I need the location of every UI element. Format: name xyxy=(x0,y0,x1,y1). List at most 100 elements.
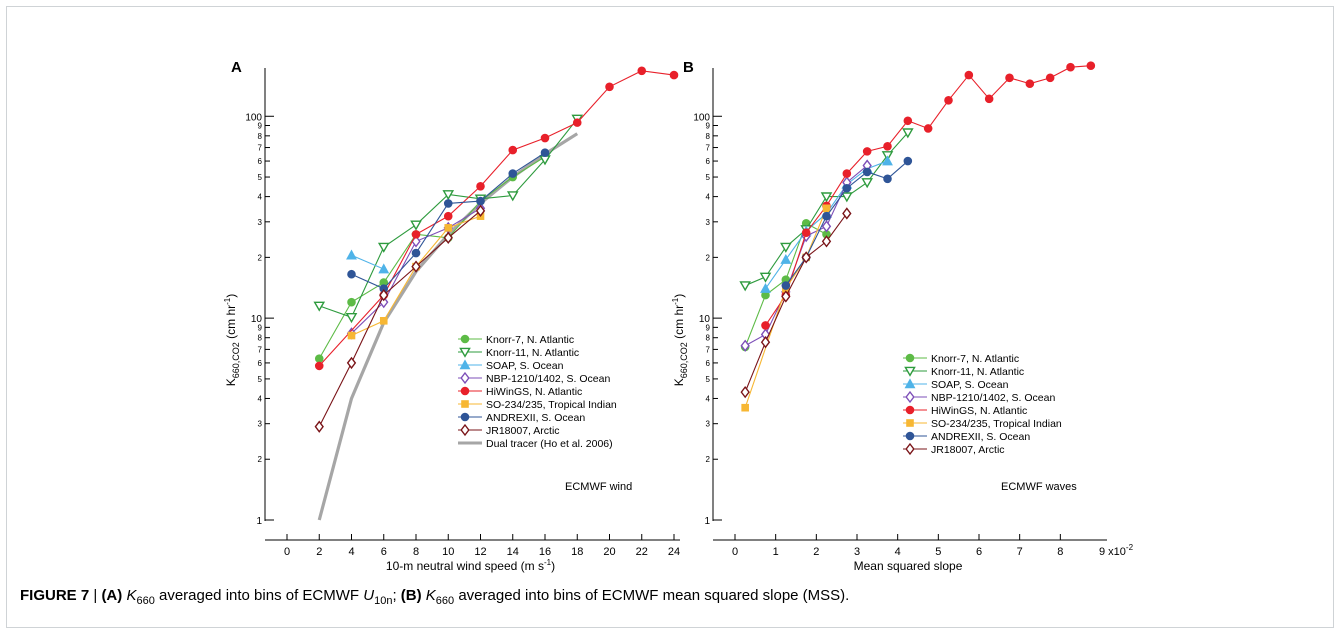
data-point xyxy=(1086,61,1096,71)
data-point xyxy=(903,156,913,166)
data-point xyxy=(1005,73,1014,83)
data-point xyxy=(842,207,852,220)
data-point xyxy=(821,220,832,233)
panel-label-a: A xyxy=(231,59,242,76)
series-line xyxy=(744,213,848,393)
figure-caption: FIGURE 7 | (A) K660 averaged into bins o… xyxy=(20,586,1320,611)
y-tick-label: 7 xyxy=(258,345,263,354)
legend-swatch-marker xyxy=(461,400,469,408)
y-tick-label: 1 xyxy=(256,516,262,527)
legend-label: ANDREXII, S. Ocean xyxy=(931,431,1030,443)
legend-swatch-marker xyxy=(905,353,915,363)
legend-label: JR18007, Arctic xyxy=(931,444,1005,456)
legend-item: HiWinGS, N. Atlantic xyxy=(458,386,582,398)
data-point xyxy=(508,145,518,155)
x-tick-label: 20 xyxy=(603,546,615,558)
legend-swatch-marker xyxy=(905,442,915,456)
legend-label: SOAP, S. Ocean xyxy=(486,360,564,372)
data-point xyxy=(760,336,771,349)
data-point xyxy=(761,321,770,330)
data-point xyxy=(842,183,852,193)
x-tick-label: 14 xyxy=(507,546,519,558)
x-axis-label: Mean squared slope xyxy=(854,559,963,573)
series-line xyxy=(318,70,675,367)
y-tick-label: 3 xyxy=(258,218,263,227)
y-tick-label: 6 xyxy=(258,157,263,166)
x-tick-label: 2 xyxy=(316,546,322,558)
legend-label: ANDREXII, S. Ocean xyxy=(486,412,585,424)
data-point xyxy=(347,297,356,307)
data-point xyxy=(964,70,974,80)
y-tick-label: 9 xyxy=(258,122,263,131)
series-line xyxy=(744,208,828,408)
data-point xyxy=(740,385,750,399)
series-line xyxy=(351,254,384,270)
data-point xyxy=(821,235,832,248)
x-tick-label: 7 xyxy=(1017,546,1023,558)
series-andrexii-s-ocean xyxy=(347,148,550,293)
caption-part-b-text: averaged into bins of ECMWF mean squared… xyxy=(454,587,850,604)
data-point xyxy=(443,211,453,221)
data-point xyxy=(862,147,872,156)
legend-item: Dual tracer (Ho et al. 2006) xyxy=(458,438,613,450)
caption-part-a-label: (A) xyxy=(101,587,123,604)
data-point xyxy=(379,288,389,302)
caption-var-k: K xyxy=(126,587,137,604)
legend-label: JR18007, Arctic xyxy=(486,425,560,437)
legend-item: Knorr-7, N. Atlantic xyxy=(458,334,574,346)
series-jr18007-arctic xyxy=(740,207,852,399)
x-tick-label: 4 xyxy=(348,546,354,558)
chart-annotation: ECMWF waves xyxy=(1001,481,1077,493)
legend-item: SOAP, S. Ocean xyxy=(458,359,564,372)
legend-item: ANDREXII, S. Ocean xyxy=(458,412,585,424)
legend-item: SO-234/235, Tropical Indian xyxy=(458,399,617,411)
y-tick-label: 9 xyxy=(706,122,711,131)
data-point xyxy=(411,230,421,239)
data-point xyxy=(882,155,893,166)
legend-label: SO-234/235, Tropical Indian xyxy=(486,399,617,411)
legend-item: ANDREXII, S. Ocean xyxy=(903,431,1030,443)
data-point xyxy=(842,169,852,178)
legend-label: NBP-1210/1402, S. Ocean xyxy=(931,392,1055,404)
data-point xyxy=(740,339,750,352)
legend-swatch-marker xyxy=(460,386,470,396)
series-line xyxy=(765,65,1091,326)
legend-item: Knorr-11, N. Atlantic xyxy=(903,366,1024,378)
panel-label-b: B xyxy=(683,59,694,76)
data-point xyxy=(741,403,749,412)
data-point xyxy=(314,361,324,371)
data-point xyxy=(347,269,356,279)
x-tick-label: 18 xyxy=(571,546,583,558)
series-hiwings-n-atlantic xyxy=(761,61,1096,330)
caption-part-a-text: averaged into bins of ECMWF xyxy=(154,587,364,604)
y-tick-label: 4 xyxy=(706,394,711,403)
x-tick-label: 16 xyxy=(539,546,551,558)
y-tick-label: 3 xyxy=(706,420,711,429)
y-tick-label: 6 xyxy=(706,157,711,166)
data-point xyxy=(862,167,872,177)
chart-annotation: ECMWF wind xyxy=(565,481,632,493)
y-tick-label: 6 xyxy=(258,359,263,368)
legend-swatch-marker xyxy=(460,412,470,422)
y-tick-label: 4 xyxy=(258,193,263,202)
caption-var-k-b: K xyxy=(425,587,436,604)
legend-swatch-marker xyxy=(904,378,916,389)
y-tick-label: 10 xyxy=(699,314,711,325)
caption-part-b-label: (B) xyxy=(400,587,422,604)
caption-var-k-b-sub: 660 xyxy=(435,595,455,607)
x-tick-label: 8 xyxy=(413,546,419,558)
data-point xyxy=(314,420,324,433)
y-tick-label: 3 xyxy=(258,420,263,429)
x-tick-label: 8 xyxy=(1057,546,1063,558)
legend-swatch-marker xyxy=(904,366,916,377)
legend-item: NBP-1210/1402, S. Ocean xyxy=(458,371,610,385)
data-point xyxy=(506,191,519,202)
data-point xyxy=(944,95,953,105)
x-tick-label: 2 xyxy=(813,546,819,558)
legend-swatch-marker xyxy=(905,390,915,404)
series-soap-s-ocean xyxy=(346,249,390,274)
legend-item: NBP-1210/1402, S. Ocean xyxy=(903,390,1055,404)
y-tick-label: 100 xyxy=(245,112,262,123)
data-point xyxy=(820,192,833,203)
